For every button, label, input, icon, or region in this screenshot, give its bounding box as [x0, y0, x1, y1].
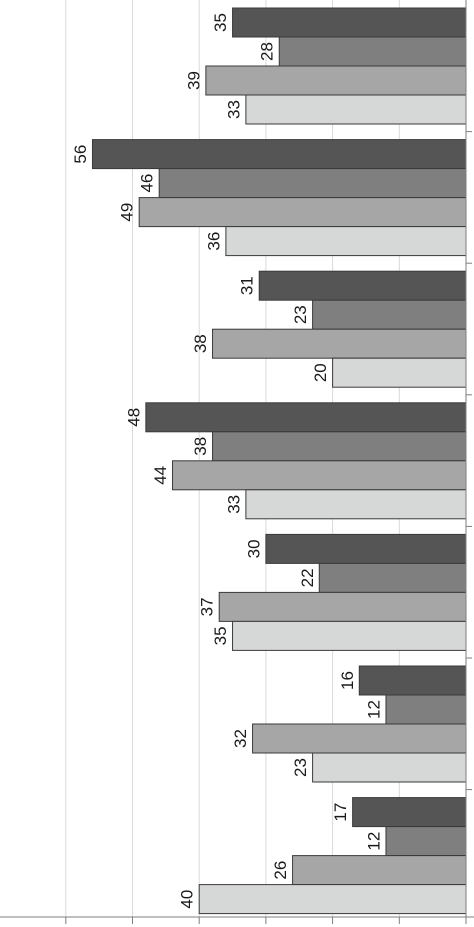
- bar-group6-series3: [252, 723, 467, 754]
- data-label-group6-series2: 12: [364, 700, 383, 719]
- bar-group7-series4: [198, 884, 467, 915]
- data-label-group7-series1: 17: [331, 803, 350, 822]
- bar-group2-series4: [225, 226, 467, 257]
- bar-group2-series3: [138, 197, 467, 228]
- data-label-group1-series3: 39: [184, 71, 203, 90]
- bars: [91, 7, 467, 915]
- data-label-group3-series2: 23: [291, 305, 310, 324]
- data-label-group4-series3: 44: [151, 466, 170, 485]
- bar-group1-series4: [245, 94, 467, 125]
- data-label-group1-series4: 33: [224, 100, 243, 119]
- bar-group7-series3: [292, 855, 467, 886]
- data-label-group5-series2: 22: [298, 568, 317, 587]
- data-label-group5-series3: 37: [198, 597, 217, 616]
- data-label-group6-series1: 16: [338, 671, 357, 690]
- bar-group4-series4: [245, 489, 467, 520]
- data-label-group5-series4: 35: [211, 626, 230, 645]
- data-label-group2-series4: 36: [204, 232, 223, 251]
- data-label-group2-series1: 56: [71, 145, 90, 164]
- data-label-group3-series4: 20: [311, 363, 330, 382]
- data-label-group4-series2: 38: [191, 437, 210, 456]
- bar-group3-series4: [332, 357, 467, 388]
- bar-group6-series1: [358, 665, 467, 696]
- bar-group1-series3: [205, 65, 467, 96]
- data-label-group3-series3: 38: [191, 334, 210, 353]
- bar-group6-series2: [385, 694, 467, 725]
- data-label-group1-series2: 28: [258, 42, 277, 61]
- bar-group2-series2: [158, 168, 467, 199]
- bar-group1-series2: [278, 36, 467, 67]
- bar-group6-series4: [312, 752, 467, 783]
- bar-group1-series1: [232, 7, 467, 38]
- data-label-group6-series3: 32: [231, 729, 250, 748]
- data-label-group2-series3: 49: [118, 203, 137, 222]
- data-label-group7-series2: 12: [364, 832, 383, 851]
- data-label-group4-series4: 33: [224, 495, 243, 514]
- data-label-group7-series4: 40: [178, 890, 197, 909]
- bar-group2-series1: [91, 139, 467, 170]
- bar-group5-series4: [232, 620, 467, 651]
- bar-group4-series1: [145, 402, 467, 433]
- bar-group4-series3: [172, 460, 467, 491]
- bar-group3-series1: [258, 270, 467, 301]
- bar-group4-series2: [212, 431, 467, 462]
- bar-group7-series1: [352, 797, 467, 828]
- data-label-group1-series1: 35: [211, 13, 230, 32]
- data-label-group4-series1: 48: [124, 408, 143, 427]
- bar-group5-series2: [318, 562, 467, 593]
- data-label-group6-series4: 23: [291, 758, 310, 777]
- data-label-group3-series1: 31: [238, 276, 257, 295]
- bar-group5-series1: [265, 533, 467, 564]
- bar-group7-series2: [385, 826, 467, 857]
- data-label-group7-series3: 26: [271, 861, 290, 880]
- data-label-group5-series1: 30: [244, 539, 263, 558]
- bar-group3-series3: [212, 328, 467, 359]
- bar-group3-series2: [312, 299, 467, 330]
- bar-group5-series3: [218, 591, 467, 622]
- data-label-group2-series2: 46: [138, 174, 157, 193]
